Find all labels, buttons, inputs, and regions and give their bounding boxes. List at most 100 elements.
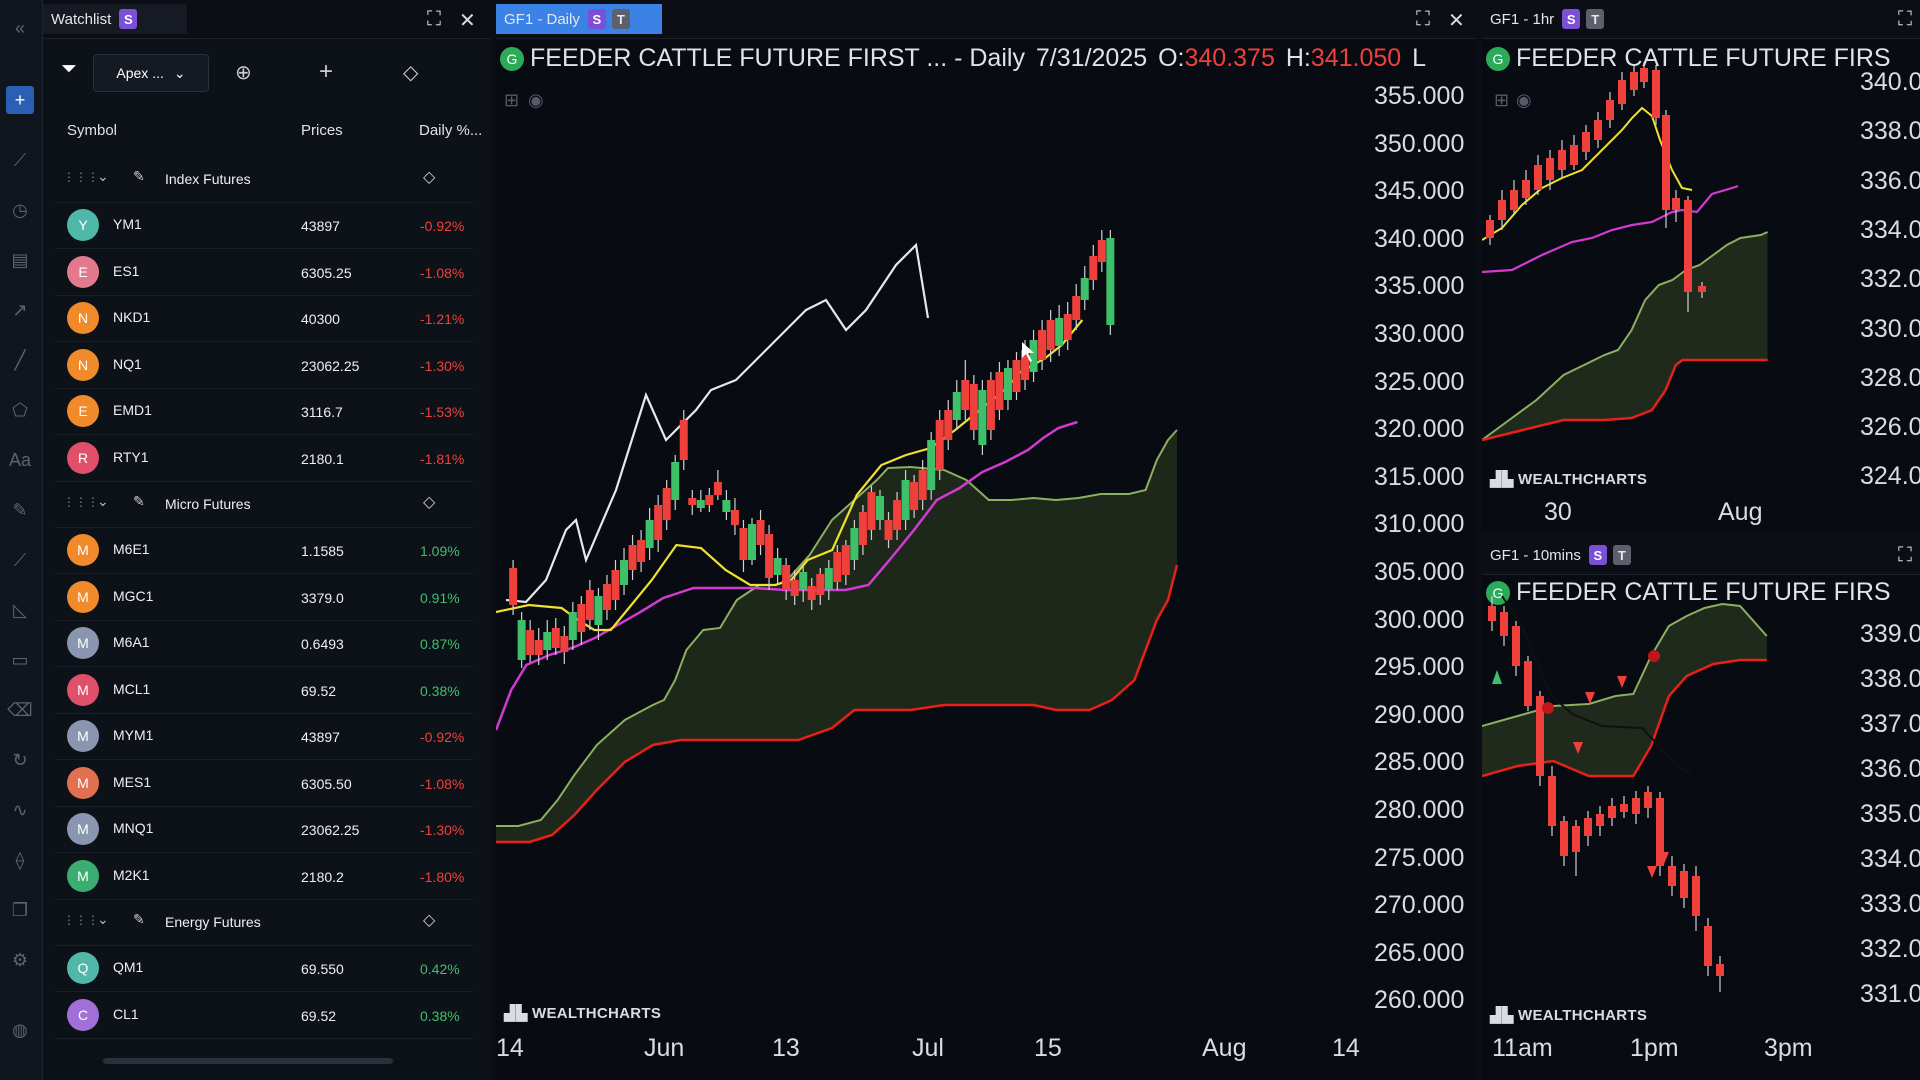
list-item[interactable]: M M6E1 1.1585 1.09% — [55, 527, 473, 574]
collapse-icon[interactable]: « — [14, 17, 25, 38]
close-icon[interactable]: ✕ — [459, 10, 476, 32]
list-item[interactable]: C CL1 69.52 0.38% — [55, 992, 473, 1039]
group-header[interactable]: ⋮⋮⋮ ⌄ ✎ Index Futures ◇ — [55, 156, 473, 203]
brush-tool-icon[interactable]: ✎ — [12, 499, 28, 520]
eraser-icon[interactable]: ⌫ — [7, 699, 33, 720]
candle-body — [1546, 158, 1554, 180]
list-item[interactable]: M MCL1 69.52 0.38% — [55, 667, 473, 714]
candle-body — [1572, 826, 1580, 852]
tag-icon[interactable]: ◇ — [423, 169, 436, 186]
drag-grid-icon[interactable]: ⋮⋮⋮ — [63, 913, 99, 927]
tenmin-price-chart[interactable] — [1482, 536, 1920, 1080]
measure-tool-icon[interactable]: ◺ — [13, 599, 27, 620]
t-badge[interactable]: T — [1612, 545, 1631, 565]
visibility-eye-icon[interactable]: ◉ — [1516, 90, 1532, 110]
maximize-icon[interactable]: ⛶ — [1898, 8, 1912, 30]
box-tool-icon[interactable]: ▭ — [11, 649, 29, 670]
list-item[interactable]: M MYM1 43897 -0.92% — [55, 713, 473, 760]
expand-indicators-icon[interactable]: ⊞ — [504, 90, 520, 110]
chevron-down-icon[interactable]: ⌄ — [97, 168, 109, 184]
s-badge[interactable]: S — [587, 9, 606, 29]
hourly-chart-tab[interactable]: GF1 - 1hr S T — [1482, 4, 1628, 34]
daily-price-chart[interactable] — [496, 0, 1476, 1080]
wave-tool-icon[interactable]: ∿ — [12, 799, 28, 820]
price-text: 43897 — [301, 218, 340, 234]
maximize-icon[interactable]: ⛶ — [427, 8, 441, 30]
column-prices[interactable]: Prices — [301, 122, 343, 139]
list-item[interactable]: N NQ1 23062.25 -1.30% — [55, 342, 473, 389]
settings-icon[interactable]: ⚙ — [11, 949, 29, 970]
globe-icon[interactable]: ◍ — [12, 1019, 28, 1040]
edit-pencil-icon[interactable]: ✎ — [133, 493, 145, 509]
list-item[interactable]: N NKD1 40300 -1.21% — [55, 295, 473, 342]
hourly-price-chart[interactable] — [1482, 0, 1920, 530]
calendar-icon[interactable]: ▤ — [11, 249, 29, 270]
text-tool-icon[interactable]: Aa — [8, 449, 32, 470]
column-daily-change[interactable]: Daily %... — [419, 122, 483, 139]
list-selector-dropdown[interactable]: Apex ... ⌄ — [93, 54, 209, 92]
candle-body — [730, 510, 739, 525]
drag-grid-icon[interactable]: ⋮⋮⋮ — [63, 170, 99, 184]
tag-icon[interactable]: ◇ — [423, 912, 436, 929]
visibility-eye-icon[interactable]: ◉ — [528, 90, 544, 110]
chevron-down-icon[interactable]: ⌄ — [97, 911, 109, 927]
shape-tool-icon[interactable]: ⬠ — [12, 399, 28, 420]
daily-chart-tab[interactable]: GF1 - Daily S T — [496, 4, 662, 34]
add-circle-icon[interactable]: ⊕ — [235, 62, 252, 84]
list-item[interactable]: E EMD1 3116.7 -1.53% — [55, 388, 473, 435]
watermark-text: WEALTHCHARTS — [1518, 470, 1648, 488]
candle-body — [594, 596, 603, 625]
list-selector-label: Apex ... — [116, 65, 164, 81]
list-item[interactable]: E ES1 6305.25 -1.08% — [55, 249, 473, 296]
list-item[interactable]: M MGC1 3379.0 0.91% — [55, 574, 473, 621]
pattern-tool-icon[interactable]: ⟠ — [15, 849, 25, 870]
time-tick-label: 3pm — [1764, 1034, 1813, 1062]
line-tool-icon[interactable]: ↗ — [12, 299, 28, 320]
trend-tool-icon[interactable]: ⟋ — [13, 149, 27, 170]
candle-body — [1644, 792, 1652, 808]
group-header[interactable]: ⋮⋮⋮ ⌄ ✎ Micro Futures ◇ — [55, 481, 473, 528]
high-label: H: — [1285, 44, 1311, 72]
candle-body — [526, 630, 535, 655]
candle-body — [1594, 120, 1602, 140]
list-item[interactable]: M M2K1 2180.2 -1.80% — [55, 853, 473, 900]
add-icon[interactable]: + — [319, 58, 334, 85]
s-badge[interactable]: S — [1588, 545, 1607, 565]
maximize-icon[interactable]: ⛶ — [1416, 8, 1430, 30]
clock-icon[interactable]: ◷ — [12, 199, 28, 220]
daily-change-text: 0.87% — [420, 636, 460, 652]
list-item[interactable]: M MNQ1 23062.25 -1.30% — [55, 806, 473, 853]
horizontal-scrollbar[interactable] — [103, 1058, 393, 1064]
group-header[interactable]: ⋮⋮⋮ ⌄ ✎ Energy Futures ◇ — [55, 899, 473, 946]
list-item[interactable]: M MES1 6305.50 -1.08% — [55, 760, 473, 807]
tenmin-chart-tab[interactable]: GF1 - 10mins S T — [1482, 540, 1658, 570]
t-badge[interactable]: T — [1586, 9, 1605, 29]
list-item[interactable]: M M6A1 0.6493 0.87% — [55, 620, 473, 667]
list-item[interactable]: Y YM1 43897 -0.92% — [55, 202, 473, 249]
list-item[interactable]: Q QM1 69.550 0.42% — [55, 945, 473, 992]
t-badge[interactable]: T — [611, 9, 630, 29]
drawing-toolbar: « + ⟋ ◷ ▤ ↗ ╱ ⬠ Aa ✎ ⟋ ◺ ▭ ⌫ ↻ ∿ ⟠ ❐ ⚙ ◍ — [0, 0, 43, 1080]
s-badge[interactable]: S — [119, 9, 138, 29]
tag-icon[interactable]: ◇ — [403, 62, 419, 84]
refresh-icon[interactable]: ↻ — [12, 749, 28, 770]
candle-body — [628, 545, 637, 570]
list-item[interactable]: R RTY1 2180.1 -1.81% — [55, 435, 473, 482]
tag-icon[interactable]: ◇ — [423, 494, 436, 511]
close-icon[interactable]: ✕ — [1448, 10, 1465, 32]
maximize-icon[interactable]: ⛶ — [1898, 544, 1912, 566]
ray-tool-icon[interactable]: ╱ — [14, 349, 26, 370]
chevron-down-icon[interactable]: ⌄ — [97, 493, 109, 509]
expand-indicators-icon[interactable]: ⊞ — [1494, 90, 1510, 110]
drag-grid-icon[interactable]: ⋮⋮⋮ — [63, 495, 99, 509]
candle-body — [713, 482, 722, 495]
edit-pencil-icon[interactable]: ✎ — [133, 911, 145, 927]
layers-icon[interactable]: ❐ — [11, 899, 29, 920]
s-badge[interactable]: S — [1562, 9, 1581, 29]
column-symbol[interactable]: Symbol — [67, 122, 118, 139]
ruler-tool-icon[interactable]: ⟋ — [13, 549, 27, 570]
crosshair-tool-icon[interactable]: + — [6, 86, 34, 114]
filter-icon[interactable]: ⏷ — [61, 58, 77, 80]
edit-pencil-icon[interactable]: ✎ — [133, 168, 145, 184]
watchlist-tab[interactable]: Watchlist S — [43, 4, 187, 34]
